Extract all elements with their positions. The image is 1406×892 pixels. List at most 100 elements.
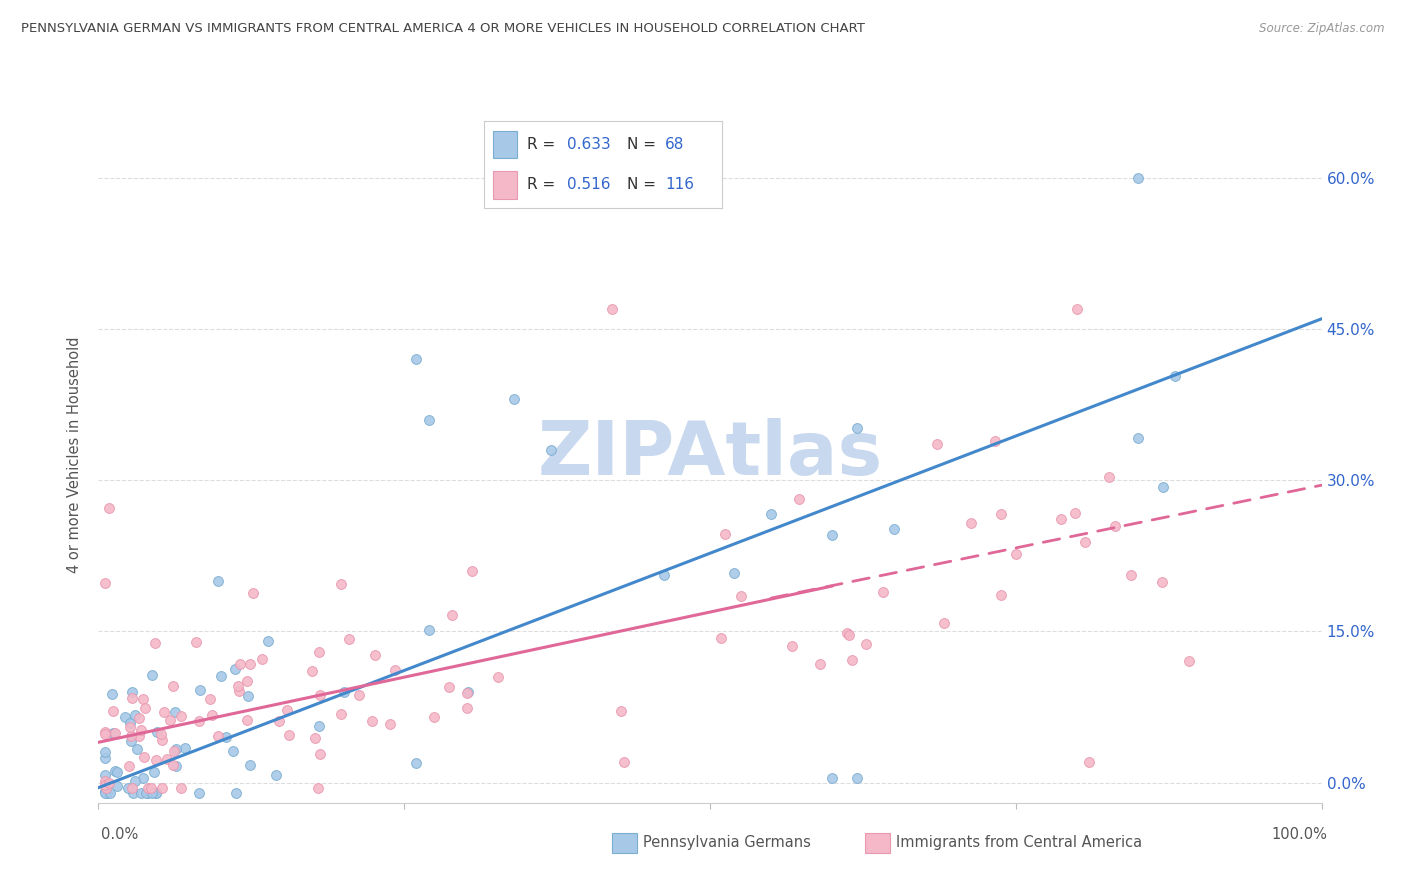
Point	[990, 588, 1012, 602]
Point	[120, 729, 142, 743]
Point	[384, 663, 406, 677]
Point	[1098, 470, 1121, 484]
Point	[613, 756, 636, 770]
Point	[105, 765, 128, 780]
Point	[242, 585, 264, 599]
Point	[93, 727, 115, 741]
Point	[1104, 519, 1126, 533]
Point	[838, 628, 860, 642]
Point	[723, 566, 745, 580]
Point	[461, 564, 484, 578]
Text: Immigrants from Central America: Immigrants from Central America	[896, 836, 1142, 850]
Point	[96, 780, 118, 795]
Point	[423, 710, 446, 724]
Point	[93, 783, 115, 797]
Point	[152, 705, 174, 719]
Point	[141, 786, 163, 800]
Point	[990, 507, 1012, 521]
Point	[405, 352, 427, 367]
Point	[361, 714, 384, 728]
Point	[198, 692, 221, 706]
Point	[1119, 568, 1142, 582]
Point	[304, 731, 326, 745]
Point	[170, 708, 193, 723]
Point	[236, 689, 259, 703]
Point	[235, 713, 257, 727]
Point	[236, 673, 259, 688]
Point	[307, 780, 329, 795]
Point	[134, 700, 156, 714]
Point	[378, 717, 401, 731]
Point	[308, 719, 330, 733]
Point	[162, 679, 184, 693]
Point	[329, 707, 352, 722]
Point	[136, 780, 159, 795]
Point	[761, 507, 783, 521]
Point	[276, 703, 298, 717]
Point	[984, 434, 1007, 448]
Point	[845, 771, 868, 785]
Point	[114, 710, 136, 724]
Point	[188, 714, 211, 728]
Point	[118, 759, 141, 773]
Point	[652, 568, 675, 582]
Point	[96, 786, 118, 800]
Point	[163, 706, 186, 720]
Point	[121, 786, 143, 800]
Point	[932, 615, 955, 630]
Point	[278, 728, 301, 742]
Text: ZIPAtlas: ZIPAtlas	[537, 418, 883, 491]
Point	[145, 786, 167, 800]
Point	[209, 669, 232, 683]
Point	[98, 501, 121, 516]
Point	[252, 652, 274, 666]
Point	[201, 707, 224, 722]
Point	[207, 574, 229, 588]
Point	[610, 704, 633, 718]
Point	[1078, 756, 1101, 770]
Text: 0.0%: 0.0%	[101, 827, 138, 841]
Point	[1178, 654, 1201, 668]
Point	[129, 786, 152, 800]
Point	[309, 747, 332, 762]
Point	[239, 758, 262, 772]
Point	[855, 637, 877, 651]
Point	[149, 727, 172, 741]
Point	[128, 730, 150, 744]
Point	[418, 412, 440, 426]
Point	[486, 670, 509, 684]
Point	[337, 632, 360, 647]
Text: Pennsylvania Germans: Pennsylvania Germans	[643, 836, 810, 850]
Point	[163, 744, 186, 758]
Point	[142, 764, 165, 779]
Y-axis label: 4 or more Vehicles in Household: 4 or more Vehicles in Household	[67, 336, 83, 574]
Point	[456, 701, 478, 715]
Point	[118, 720, 141, 734]
Point	[98, 776, 121, 790]
Point	[128, 711, 150, 725]
Point	[1073, 535, 1095, 549]
Point	[872, 584, 894, 599]
Point	[333, 685, 356, 699]
Point	[239, 657, 262, 671]
Point	[821, 528, 844, 542]
Point	[135, 786, 157, 800]
Point	[1128, 431, 1150, 445]
Point	[222, 744, 245, 758]
Point	[418, 623, 440, 637]
Point	[456, 686, 478, 700]
Point	[93, 751, 115, 765]
Point	[141, 780, 163, 795]
Point	[440, 608, 463, 623]
Point	[120, 734, 142, 748]
Point	[600, 301, 623, 316]
Point	[714, 527, 737, 541]
Point	[457, 685, 479, 699]
Point	[101, 704, 124, 718]
Point	[145, 753, 167, 767]
Point	[132, 772, 155, 786]
Point	[1128, 170, 1150, 185]
Point	[787, 492, 810, 507]
Point	[98, 786, 121, 800]
Point	[105, 779, 128, 793]
